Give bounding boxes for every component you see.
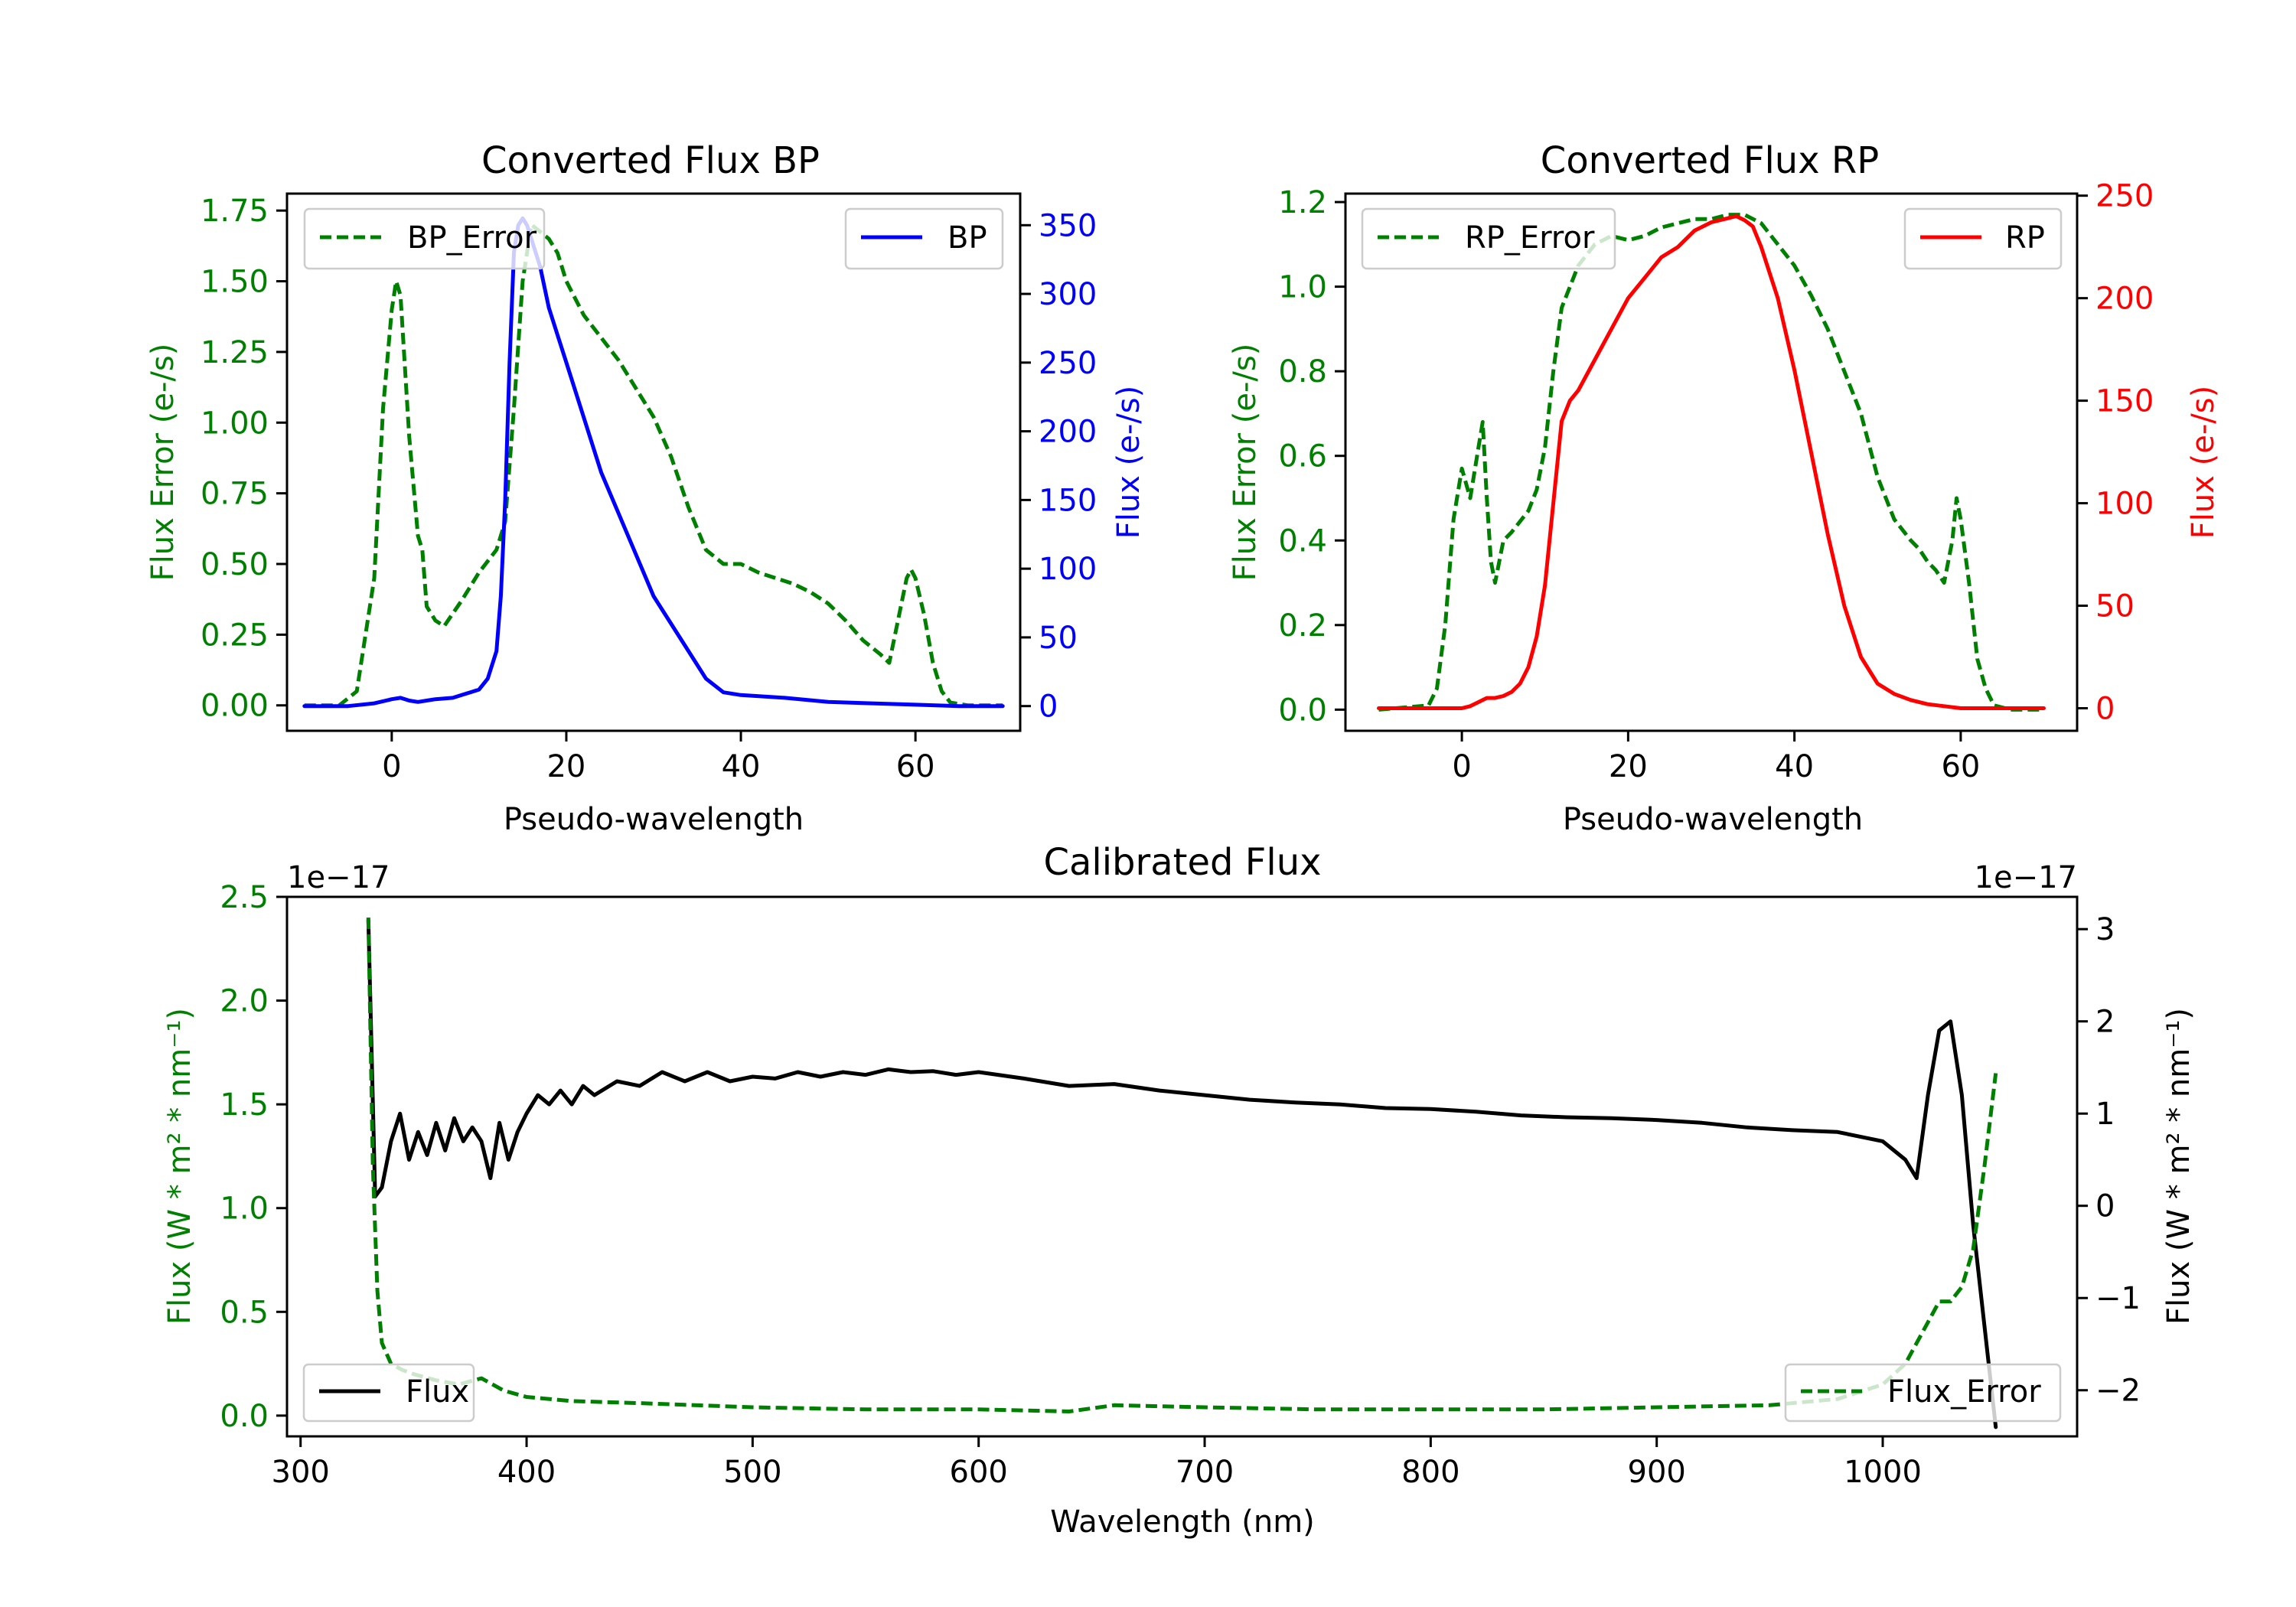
y-right-tick-label: 0 [1039,689,1058,725]
offset-text-left: 1e−17 [287,860,390,895]
series-line-flux-error [366,918,1998,1413]
x-tick-label: 20 [546,749,585,784]
chart-converted-flux-rp: Converted Flux RP 0.00.20.40.60.81.01.2 … [1228,139,2221,837]
y-right-tick-label: 150 [1039,483,1097,518]
y-right-tick-label: 50 [1039,621,1078,656]
y-right-tick-label: −1 [2095,1281,2141,1316]
legend-label-bp-error: BP_Error [407,220,537,256]
y-axis-label-left: Flux Error (e-/s) [145,344,181,582]
y-right-tick-label: 200 [2095,282,2154,317]
y-left-tick-label: 2.0 [220,984,269,1019]
y-axis-label-left: Flux Error (e-/s) [1228,344,1263,582]
y-axis-label-right: Flux (e-/s) [1111,386,1146,539]
y-right-tick-label: 1 [2095,1097,2115,1132]
x-tick-label: 0 [382,749,401,784]
x-tick-label: 300 [272,1455,330,1490]
x-tick-label: 700 [1176,1455,1234,1490]
x-tick-label: 800 [1401,1455,1459,1490]
chart-converted-flux-bp: Converted Flux BP 0.00 0.25 0.50 0.75 1.00 1.… [145,139,1146,837]
x-axis-label: Pseudo-wavelength [1563,802,1863,837]
y-right-tick-label: 300 [1039,277,1097,312]
x-tick-label: 40 [1775,749,1814,784]
x-tick-label: 1000 [1844,1455,1922,1490]
y-left-tick-label: 1.50 [201,265,269,300]
y-left-tick-label: 0.6 [1278,439,1327,474]
chart-title: Converted Flux RP [1541,139,1879,182]
y-right-tick-label: 50 [2095,589,2135,624]
x-axis-label: Pseudo-wavelength [504,802,804,837]
y-right-tick-label: 2 [2095,1005,2115,1040]
x-tick-label: 900 [1628,1455,1686,1490]
y-left-tick-label: 2.5 [220,880,269,915]
y-right-tick-label: 200 [1039,415,1097,450]
y-right-tick-label: −2 [2095,1374,2141,1409]
y-right-tick-label: 0 [2095,1189,2115,1224]
x-tick-label: 400 [497,1455,556,1490]
y-left-tick-label: 0.5 [220,1295,269,1330]
series-line-bp-error [304,223,1003,708]
chart-calibrated-flux: Calibrated Flux 1e−17 1e−17 0.0 0.5 1.0 1.5… [162,841,2197,1540]
plot-frame [285,895,2079,1438]
y-axis-label-left: Flux (W * m² * nm⁻¹) [162,1008,197,1325]
x-axis-label: Wavelength (nm) [1050,1504,1315,1540]
y-right-tick-label: 0 [2095,692,2115,727]
legend-right: Flux_Error [1784,1363,2062,1423]
legend-right: BP [844,207,1004,270]
x-tick-label: 600 [950,1455,1008,1490]
series-line-rp [1377,214,2046,710]
legend-label-rp-error: RP_Error [1465,220,1595,256]
legend-left: BP_Error [303,207,546,270]
x-tick-label: 60 [896,749,935,784]
y-right-tick-label: 150 [2095,384,2154,419]
y-axis-label-right: Flux (e-/s) [2186,386,2221,539]
y-left-tick-label: 0.75 [201,477,269,512]
y-left-tick-label: 0.4 [1278,523,1327,559]
series-line-rp-error [1378,213,2044,712]
y-left-tick-label: 0.0 [1278,693,1327,728]
series-line-flux [366,918,1998,1429]
y-left-tick-label: 1.2 [1278,185,1327,220]
y-left-tick-label: 0.8 [1278,354,1327,390]
x-tick-label: 0 [1452,749,1471,784]
y-left-tick-label: 0.2 [1278,608,1327,644]
offset-text-right: 1e−17 [1975,860,2077,895]
y-left-tick-label: 1.0 [220,1191,269,1227]
y-left-tick-label: 1.0 [1278,270,1327,305]
x-tick-label: 20 [1609,749,1648,784]
y-left-tick-label: 1.25 [201,335,269,370]
y-right-tick-label: 100 [2095,487,2154,522]
y-right-tick-label: 350 [1039,208,1097,243]
y-right-tick-label: 250 [1039,346,1097,381]
x-tick-label: 500 [723,1455,781,1490]
legend-label-rp: RP [2005,220,2045,256]
plot-frame [1344,192,2079,732]
chart-title: Converted Flux BP [481,139,820,182]
chart-title: Calibrated Flux [1043,841,1321,884]
legend-label-flux-error: Flux_Error [1887,1374,2041,1410]
legend-left: Flux [302,1363,475,1423]
y-left-tick-label: 0.50 [201,547,269,582]
plot-frame [285,192,1022,732]
legend-label-bp: BP [947,220,987,256]
legend-left: RP_Error [1361,207,1616,270]
x-tick-label: 40 [722,749,761,784]
legend-label-flux: Flux [406,1374,469,1410]
y-right-tick-label: 3 [2095,912,2115,947]
y-right-tick-label: 250 [2095,179,2154,214]
x-tick-label: 60 [1941,749,1980,784]
y-left-tick-label: 1.75 [201,194,269,229]
y-left-tick-label: 1.5 [220,1087,269,1123]
legend-right: RP [1903,207,2063,270]
y-left-tick-label: 0.00 [201,689,269,724]
y-left-tick-label: 0.0 [220,1399,269,1434]
y-left-tick-label: 0.25 [201,618,269,653]
y-axis-label-right: Flux (W * m² * nm⁻¹) [2161,1008,2197,1325]
y-left-tick-label: 1.00 [201,406,269,441]
y-right-tick-label: 100 [1039,552,1097,587]
